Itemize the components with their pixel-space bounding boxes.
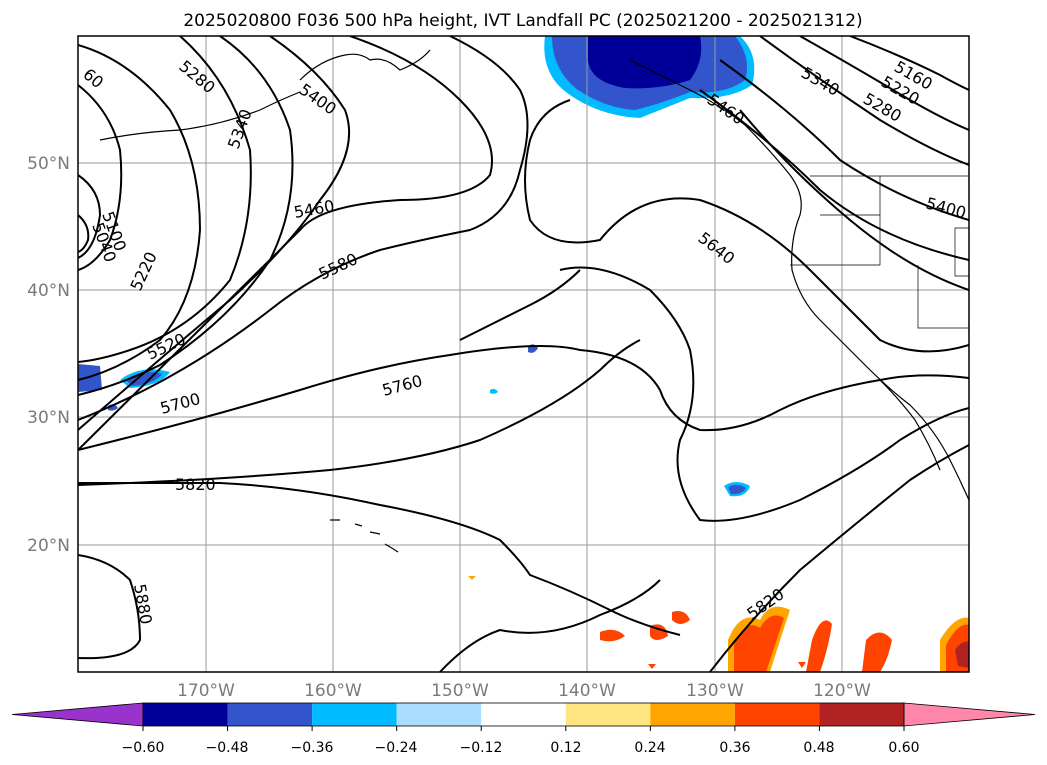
contour-line bbox=[524, 99, 969, 353]
colorbar-tick-label: −0.48 bbox=[206, 740, 249, 756]
colorbar-frame bbox=[142, 702, 905, 727]
colorbar-segment bbox=[143, 703, 228, 726]
ivt-region-pos-9 bbox=[648, 664, 656, 669]
ivt-region-pos-8 bbox=[468, 576, 476, 580]
ivt-region-pos-1 bbox=[600, 629, 625, 642]
colorbar-segment bbox=[396, 703, 482, 726]
lon-label: 170°W bbox=[177, 681, 235, 701]
border-states-3 bbox=[954, 227, 969, 277]
colorbar-tick-label: 0.12 bbox=[550, 740, 581, 756]
negative-shading bbox=[78, 36, 755, 497]
colorbar-ticks: −0.60 −0.48 −0.36 −0.24 −0.12 0.12 0.24 … bbox=[122, 740, 920, 756]
colorbar-segment bbox=[481, 703, 566, 726]
ivt-region-pos-4-strong bbox=[734, 615, 784, 672]
colorbar-extend-right bbox=[903, 702, 1036, 727]
ivt-region-small-3 bbox=[490, 388, 498, 394]
latitude-labels: 50°N 40°N 30°N 20°N bbox=[27, 154, 70, 556]
contour-line bbox=[78, 174, 102, 259]
ivt-region-pos-10 bbox=[798, 662, 806, 668]
colorbar-tick-label: −0.12 bbox=[460, 740, 503, 756]
contour-label: 5820 bbox=[175, 475, 216, 494]
colorbar-segment bbox=[650, 703, 735, 726]
contour-line bbox=[709, 444, 969, 672]
contour-line bbox=[78, 36, 252, 363]
lon-label: 160°W bbox=[304, 681, 362, 701]
colorbar-extend-left bbox=[11, 702, 144, 727]
ivt-region-small-4-mid bbox=[728, 484, 746, 495]
contour-line bbox=[78, 36, 351, 431]
border-states-2 bbox=[879, 176, 969, 329]
lat-label: 30°N bbox=[27, 408, 70, 428]
longitude-labels: 170°W 160°W 150°W 140°W 130°W 120°W bbox=[177, 681, 871, 701]
figure-title: 2025020800 F036 500 hPa height, IVT Land… bbox=[183, 11, 862, 31]
coast-hawaii bbox=[330, 519, 399, 553]
colorbar-segment bbox=[565, 703, 651, 726]
lat-label: 20°N bbox=[27, 536, 70, 556]
positive-shading bbox=[468, 576, 969, 672]
colorbar-tick-label: 0.24 bbox=[634, 740, 665, 756]
colorbar-tick-label: −0.36 bbox=[291, 740, 334, 756]
lon-label: 120°W bbox=[813, 681, 871, 701]
contour-line bbox=[78, 345, 969, 451]
colorbar bbox=[11, 702, 1036, 731]
colorbar-tick-label: 0.48 bbox=[803, 740, 834, 756]
map-frame bbox=[77, 35, 970, 673]
contour-line bbox=[759, 36, 969, 166]
contour-line bbox=[699, 89, 969, 261]
lon-label: 130°W bbox=[686, 681, 744, 701]
map-area bbox=[78, 36, 969, 672]
ivt-region-west-edge bbox=[78, 364, 102, 392]
lon-label: 140°W bbox=[558, 681, 616, 701]
ivt-region-pos-3 bbox=[672, 611, 690, 624]
lat-label: 50°N bbox=[27, 154, 70, 174]
contour-line bbox=[78, 84, 123, 271]
ivt-region-gulf-alaska-strong bbox=[588, 36, 702, 89]
contour-line bbox=[459, 269, 581, 341]
contour-line bbox=[78, 554, 142, 660]
contour-line bbox=[719, 59, 969, 221]
borders bbox=[790, 175, 969, 329]
colorbar-segment bbox=[227, 703, 313, 726]
coast-baja bbox=[879, 379, 941, 471]
ivt-region-pos-6 bbox=[862, 632, 892, 672]
colorbar-tick-label: 0.36 bbox=[719, 740, 750, 756]
contour-line bbox=[849, 36, 969, 91]
colorbar-segment bbox=[819, 703, 904, 726]
colorbar-tick-label: −0.60 bbox=[122, 740, 165, 756]
coast-alaska-peninsula bbox=[299, 49, 431, 81]
contour-line bbox=[78, 44, 202, 381]
ivt-region-pos-7-dark bbox=[955, 641, 969, 668]
contour-line bbox=[78, 36, 529, 421]
contour-line bbox=[78, 214, 90, 253]
colorbar-segment bbox=[734, 703, 820, 726]
contour-line bbox=[799, 36, 969, 131]
contour-line bbox=[78, 36, 493, 451]
colorbar-tick-label: −0.24 bbox=[375, 740, 418, 756]
contour-line bbox=[78, 339, 641, 486]
contour-line bbox=[439, 579, 661, 672]
colorbar-segment bbox=[312, 703, 397, 726]
ivt-region-pos-5 bbox=[806, 620, 832, 672]
colorbar-tick-label: 0.60 bbox=[888, 740, 919, 756]
lat-label: 40°N bbox=[27, 281, 70, 301]
contour-line bbox=[739, 109, 969, 291]
height-contours bbox=[78, 36, 969, 672]
border-states-1 bbox=[790, 214, 881, 266]
contour-line bbox=[559, 266, 969, 522]
lon-label: 150°W bbox=[431, 681, 489, 701]
coast-north-america bbox=[629, 59, 969, 501]
